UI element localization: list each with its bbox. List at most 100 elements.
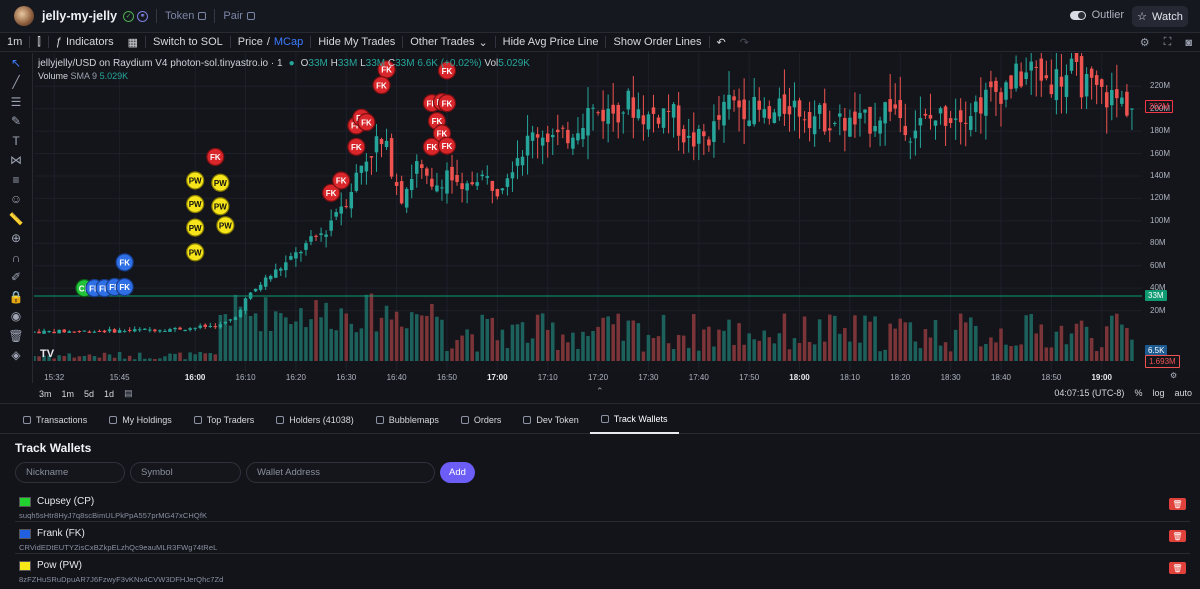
add-wallet-button[interactable]: Add bbox=[440, 462, 475, 483]
lock-icon[interactable]: 🔒 bbox=[8, 289, 24, 304]
tab-track-wallets[interactable]: Track Wallets bbox=[589, 406, 679, 434]
volume-bar bbox=[822, 341, 827, 361]
settings-icon[interactable]: ⚙ bbox=[1139, 37, 1150, 49]
horizontal-lines-icon[interactable]: ☰ bbox=[10, 94, 22, 109]
interval-button[interactable]: 1m bbox=[7, 36, 23, 48]
emoji-icon[interactable]: ☺ bbox=[9, 192, 23, 207]
candle-body bbox=[833, 122, 837, 124]
token-link[interactable]: Token bbox=[165, 10, 207, 22]
brush-icon[interactable]: ✎ bbox=[10, 114, 22, 129]
trade-marker-label: PW bbox=[214, 179, 227, 188]
zoom-icon[interactable]: ⊕ bbox=[10, 231, 22, 246]
volume-bar bbox=[666, 343, 671, 361]
other-trades-dropdown[interactable]: Other Trades ⌄ bbox=[403, 36, 494, 49]
ruler-icon[interactable]: 📏 bbox=[8, 211, 24, 226]
range-1m[interactable]: 1m bbox=[61, 388, 75, 399]
watch-button[interactable]: ☆ Watch bbox=[1132, 6, 1188, 27]
price-axis[interactable]: 220M 200M 180M 160M 140M 120M 100M 80M 60M 40M 20M… bbox=[1142, 53, 1200, 380]
indicators-button[interactable]: ƒ Indicators bbox=[49, 36, 121, 48]
log-toggle[interactable]: log bbox=[1152, 388, 1165, 398]
volume-bar bbox=[243, 308, 248, 361]
tab-holders[interactable]: Holders (41038) bbox=[265, 406, 365, 434]
delete-wallet-button[interactable]: 🗑 bbox=[1169, 498, 1186, 510]
wallet-color-swatch[interactable] bbox=[19, 560, 31, 571]
time-axis[interactable]: 15:32 15:45 16:00 16:10 16:20 16:30 16:40 16:50… bbox=[34, 371, 1142, 384]
volume-bar bbox=[102, 352, 107, 361]
volume-bar bbox=[556, 349, 560, 361]
axis-settings-icon[interactable]: ⚙ bbox=[1170, 371, 1178, 380]
layout-icon[interactable]: ▦ bbox=[127, 36, 139, 49]
lock-drawing-icon[interactable]: ✐ bbox=[10, 270, 22, 285]
collapse-chevron-icon[interactable]: ⌃ bbox=[596, 386, 604, 396]
candle-style-icon[interactable]: ⫿ bbox=[37, 35, 41, 48]
tab-my-holdings[interactable]: My Holdings bbox=[98, 406, 183, 434]
candle-body bbox=[999, 92, 1003, 104]
trend-line-icon[interactable]: ╱ bbox=[12, 75, 20, 90]
volume-bar bbox=[1120, 324, 1124, 361]
range-5d[interactable]: 5d bbox=[84, 388, 95, 399]
text-icon[interactable]: T bbox=[12, 133, 20, 148]
wallet-color-swatch[interactable] bbox=[19, 528, 31, 539]
candle-body bbox=[153, 329, 157, 332]
tab-bubblemaps[interactable]: Bubblemaps bbox=[365, 406, 450, 434]
candle-body bbox=[636, 109, 641, 119]
volume-bar bbox=[707, 326, 711, 361]
symbol-input[interactable]: Symbol bbox=[130, 462, 241, 483]
volume-bar bbox=[289, 324, 293, 361]
trade-marker-label: FK bbox=[89, 284, 100, 293]
undo-icon[interactable]: ↶ bbox=[716, 36, 726, 49]
candle-body bbox=[787, 106, 792, 115]
nickname-input[interactable]: Nickname bbox=[15, 462, 125, 483]
price-chart[interactable]: FK PW PW PW PW PW PW PW FK CP FK FK FK FK FK FK FK FK FK FK… bbox=[34, 53, 1142, 371]
delete-wallet-button[interactable]: 🗑 bbox=[1169, 530, 1186, 542]
range-1d[interactable]: 1d bbox=[104, 388, 115, 399]
trade-marker-label: FK bbox=[361, 118, 372, 127]
tab-dev-token[interactable]: Dev Token bbox=[512, 406, 589, 434]
volume-bar bbox=[802, 316, 807, 361]
layers-icon[interactable]: ◈ bbox=[11, 348, 21, 363]
magnet-icon[interactable]: ∩ bbox=[11, 250, 21, 265]
calendar-icon[interactable]: ▤ bbox=[124, 388, 133, 398]
cursor-icon[interactable]: ↖ bbox=[10, 55, 22, 70]
percent-toggle[interactable]: % bbox=[1134, 388, 1143, 398]
candle-body bbox=[485, 176, 490, 178]
redo-icon[interactable]: ↷ bbox=[739, 36, 749, 49]
trash-icon[interactable]: 🗑 bbox=[8, 328, 24, 343]
fullscreen-icon[interactable]: ⛶ bbox=[1163, 36, 1172, 48]
volume-bar bbox=[208, 352, 213, 361]
wallet-address-input[interactable]: Wallet Address bbox=[246, 462, 435, 483]
link-icon[interactable]: ⚭ bbox=[137, 10, 149, 22]
pair-link[interactable]: Pair bbox=[223, 10, 255, 22]
candle-body bbox=[374, 136, 379, 153]
tab-orders[interactable]: Orders bbox=[450, 406, 513, 434]
price-mcap-toggle[interactable]: Price / MCap bbox=[237, 36, 304, 48]
fib-icon[interactable]: ≡ bbox=[12, 172, 20, 187]
clock-readout[interactable]: 04:07:15 (UTC-8) bbox=[1054, 388, 1125, 398]
mcap-option[interactable]: MCap bbox=[273, 36, 304, 48]
divider bbox=[402, 36, 404, 48]
volume-bar bbox=[339, 308, 343, 361]
current-price-tag: 33M bbox=[1145, 289, 1167, 301]
tab-top-traders[interactable]: Top Traders bbox=[183, 406, 266, 434]
range-3m[interactable]: 3m bbox=[39, 388, 52, 399]
auto-toggle[interactable]: auto bbox=[1174, 388, 1192, 398]
candle-body bbox=[158, 330, 162, 332]
delete-wallet-button[interactable]: 🗑 bbox=[1169, 562, 1186, 574]
switch-to-sol-button[interactable]: Switch to SOL bbox=[153, 36, 223, 48]
wallet-color-swatch[interactable] bbox=[19, 496, 31, 507]
tab-transactions[interactable]: Transactions bbox=[12, 406, 98, 434]
tab-label: Track Wallets bbox=[613, 413, 668, 424]
pattern-icon[interactable]: ⋈ bbox=[10, 153, 22, 168]
hide-my-trades-button[interactable]: Hide My Trades bbox=[318, 36, 396, 48]
volume-bar bbox=[958, 313, 963, 361]
tab-label: Dev Token bbox=[536, 414, 579, 425]
candle-body bbox=[354, 172, 359, 191]
outlier-toggle[interactable]: Outlier bbox=[1069, 9, 1124, 21]
hide-avg-price-line-button[interactable]: Hide Avg Price Line bbox=[502, 36, 599, 48]
camera-icon[interactable]: ◙ bbox=[1185, 36, 1192, 49]
toggle-switch[interactable] bbox=[1069, 10, 1086, 20]
eye-icon[interactable]: ◉ bbox=[10, 309, 22, 324]
price-option[interactable]: Price bbox=[237, 36, 263, 48]
show-order-lines-button[interactable]: Show Order Lines bbox=[613, 36, 702, 48]
